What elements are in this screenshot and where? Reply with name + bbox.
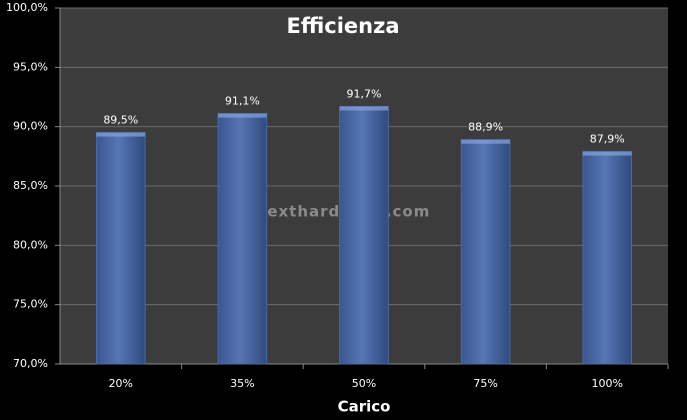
y-tick-label: 70,0% [13,357,48,370]
value-label: 91,1% [225,95,260,108]
x-tick-label: 20% [109,377,133,390]
bar [217,113,268,365]
value-label: 88,9% [468,121,503,134]
bar-cap [96,132,146,137]
y-tick-label: 95,0% [13,60,48,73]
x-tick-label: 75% [473,377,497,390]
value-label: 89,5% [103,114,138,127]
y-tick-label: 90,0% [13,120,48,133]
bar-cap [339,106,389,111]
bar [460,139,511,365]
x-tick-label: 100% [591,377,622,390]
x-tick-label: 35% [230,377,254,390]
bar [95,132,146,365]
bar-cap [461,139,510,144]
bar-cap [218,113,267,118]
bar [582,151,633,365]
value-label: 87,9% [590,133,625,146]
x-axis-title: Carico [338,398,391,416]
y-tick-label: 85,0% [13,179,48,192]
y-tick-label: 100,0% [6,1,48,14]
x-tick-label: 50% [352,377,376,390]
chart-title: Efficienza [287,14,400,38]
bar-cap [582,151,632,156]
bar [339,105,389,365]
y-tick-label: 80,0% [13,238,48,251]
value-label: 91,7% [347,87,382,100]
y-tick-label: 75,0% [13,298,48,311]
